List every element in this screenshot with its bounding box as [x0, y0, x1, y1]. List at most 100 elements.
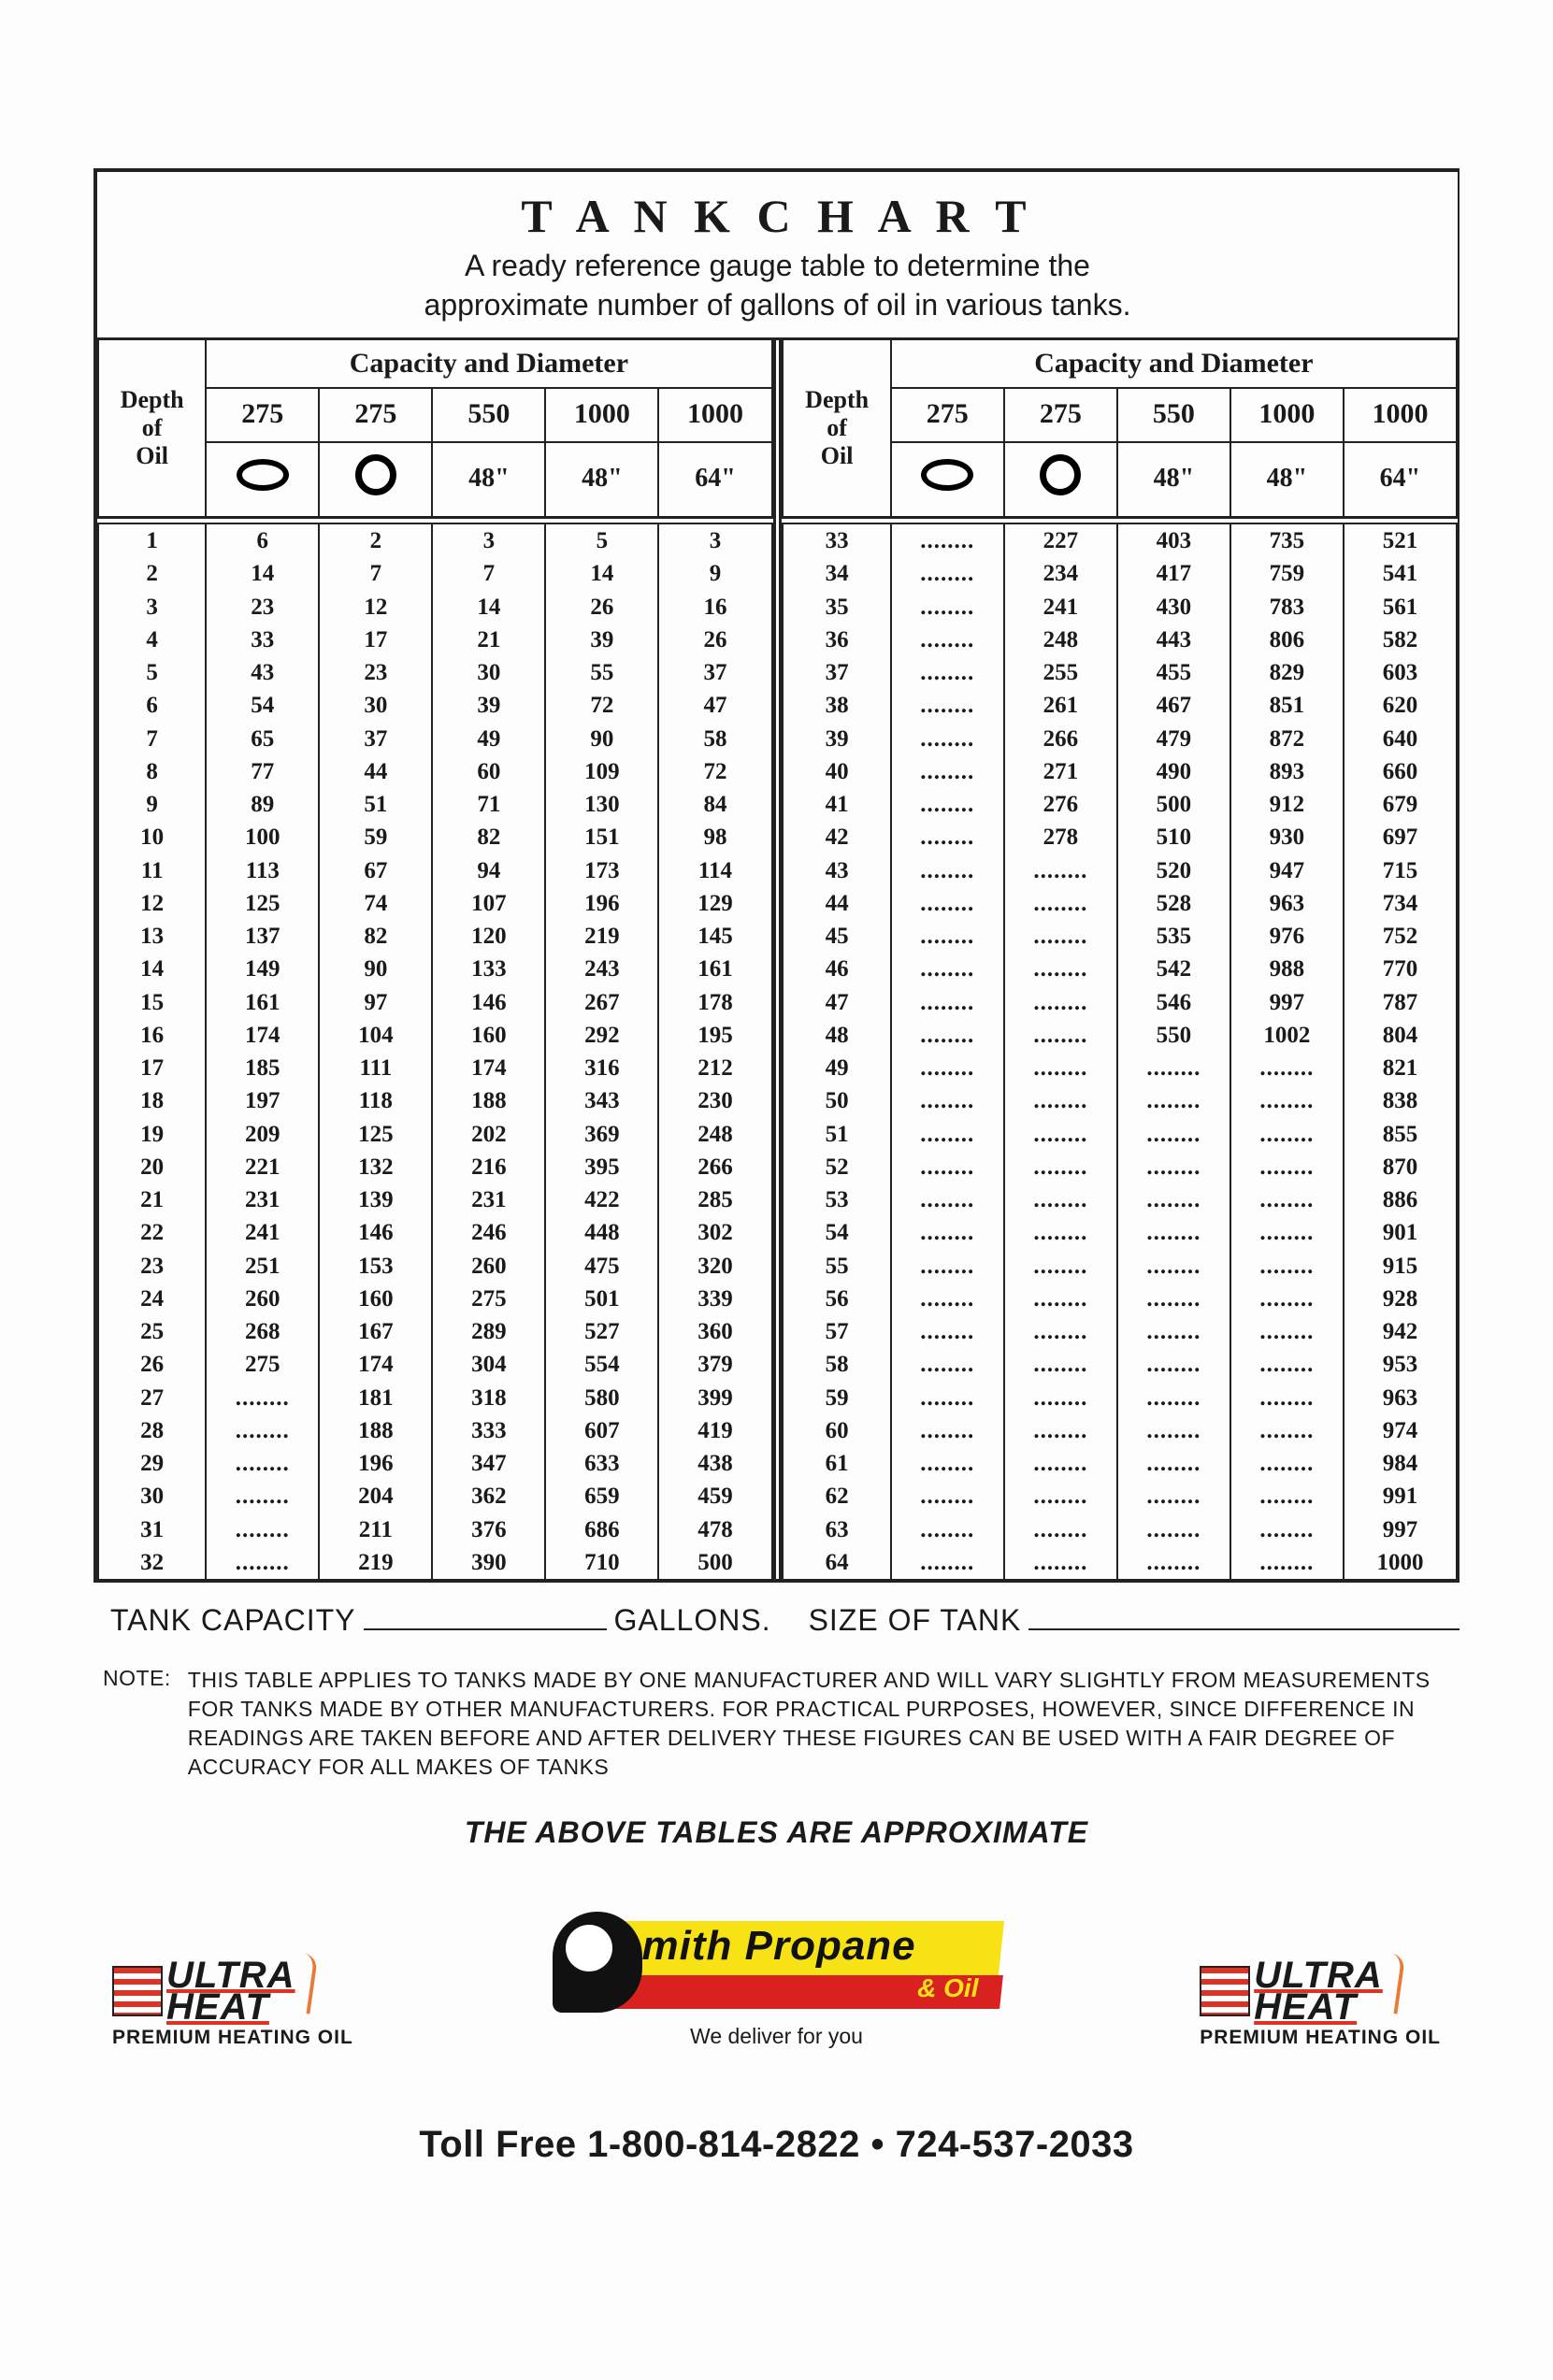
depth-cell: 2 [98, 557, 206, 590]
value-cell: 174 [206, 1019, 319, 1052]
size-blank[interactable] [1028, 1604, 1460, 1630]
depth-cell: 51 [783, 1118, 890, 1151]
ultra-stripes-icon [112, 1966, 163, 2016]
table-row: 41........276500912679 [783, 788, 1457, 821]
value-cell: 759 [1230, 557, 1344, 590]
value-cell: ........ [891, 1118, 1004, 1151]
value-cell: ........ [1004, 1216, 1117, 1249]
table-row: 39........266479872640 [783, 723, 1457, 755]
value-cell: 77 [206, 755, 319, 788]
table-row: 60................................974 [783, 1414, 1457, 1447]
value-cell: 546 [1117, 986, 1230, 1019]
table-row: 28........188333607419 [98, 1414, 772, 1447]
table-row: 50................................838 [783, 1084, 1457, 1117]
value-cell: 39 [432, 689, 545, 722]
horizontal-oval-icon [237, 459, 289, 491]
value-cell: ........ [891, 1084, 1004, 1117]
value-cell: ........ [891, 1414, 1004, 1447]
table-row: 10100598215198 [98, 821, 772, 853]
value-cell: 1000 [1344, 1546, 1457, 1579]
value-cell: 2 [319, 524, 432, 557]
value-cell: ........ [1117, 1447, 1230, 1480]
value-cell: 178 [658, 986, 771, 1019]
depth-cell: 18 [98, 1084, 206, 1117]
value-cell: 89 [206, 788, 319, 821]
value-cell: 3 [658, 524, 771, 557]
depth-cell: 13 [98, 920, 206, 953]
value-cell: ........ [1117, 1382, 1230, 1414]
depth-cell: 35 [783, 591, 890, 624]
depth-cell: 43 [783, 854, 890, 887]
value-cell: 369 [545, 1118, 658, 1151]
value-cell: ........ [1230, 1315, 1344, 1348]
value-cell: 129 [658, 887, 771, 920]
value-cell: 561 [1344, 591, 1457, 624]
value-cell: ........ [1230, 1151, 1344, 1183]
value-cell: 197 [206, 1084, 319, 1117]
vertical-oval-icon [355, 454, 396, 495]
depth-header-r: DepthofOil [783, 340, 890, 518]
value-cell: 54 [206, 689, 319, 722]
value-cell: 231 [432, 1183, 545, 1216]
value-cell: ........ [1117, 1414, 1230, 1447]
value-cell: ........ [891, 953, 1004, 985]
value-cell: 133 [432, 953, 545, 985]
depth-cell: 10 [98, 821, 206, 853]
value-cell: 528 [1117, 887, 1230, 920]
value-cell: 710 [545, 1546, 658, 1579]
value-cell: ........ [1230, 1480, 1344, 1513]
value-cell: 47 [658, 689, 771, 722]
value-cell: 231 [206, 1183, 319, 1216]
value-cell: 320 [658, 1250, 771, 1283]
subtitle: A ready reference gauge table to determi… [116, 247, 1439, 324]
value-cell: 21 [432, 624, 545, 656]
table-row: 31........211376686478 [98, 1513, 772, 1546]
value-cell: 5 [545, 524, 658, 557]
value-cell: 289 [432, 1315, 545, 1348]
value-cell: 339 [658, 1283, 771, 1315]
value-cell: ........ [1004, 1084, 1117, 1117]
value-cell: ........ [1230, 1250, 1344, 1283]
table-row: 76537499058 [98, 723, 772, 755]
depth-cell: 40 [783, 755, 890, 788]
diam-v-oval [319, 442, 432, 518]
table-row: 27........181318580399 [98, 1382, 772, 1414]
value-cell: ........ [206, 1414, 319, 1447]
value-cell: 109 [545, 755, 658, 788]
depth-cell: 54 [783, 1216, 890, 1249]
value-cell: 580 [545, 1382, 658, 1414]
value-cell: 620 [1344, 689, 1457, 722]
value-cell: ........ [891, 788, 1004, 821]
value-cell: ........ [891, 887, 1004, 920]
value-cell: ........ [891, 1019, 1004, 1052]
table-row: 64................................1000 [783, 1546, 1457, 1579]
value-cell: 550 [1117, 1019, 1230, 1052]
table-row: 47................546997787 [783, 986, 1457, 1019]
value-cell: 292 [545, 1019, 658, 1052]
size-label: SIZE OF TANK [809, 1603, 1022, 1638]
value-cell: 419 [658, 1414, 771, 1447]
depth-cell: 41 [783, 788, 890, 821]
table-row: 989517113084 [98, 788, 772, 821]
value-cell: 535 [1117, 920, 1230, 953]
value-cell: 160 [319, 1283, 432, 1315]
value-cell: 234 [1004, 557, 1117, 590]
value-cell: 196 [319, 1447, 432, 1480]
value-cell: ........ [1117, 1348, 1230, 1381]
value-cell: 30 [319, 689, 432, 722]
depth-cell: 15 [98, 986, 206, 1019]
value-cell: 67 [319, 854, 432, 887]
value-cell: ........ [1004, 1183, 1117, 1216]
value-cell: ........ [891, 986, 1004, 1019]
value-cell: 33 [206, 624, 319, 656]
value-cell: 554 [545, 1348, 658, 1381]
table-row: 56................................928 [783, 1283, 1457, 1315]
depth-cell: 61 [783, 1447, 890, 1480]
value-cell: 90 [319, 953, 432, 985]
depth-cell: 7 [98, 723, 206, 755]
value-cell: 455 [1117, 656, 1230, 689]
value-cell: 659 [545, 1480, 658, 1513]
value-cell: 942 [1344, 1315, 1457, 1348]
capacity-blank[interactable] [364, 1604, 607, 1630]
depth-cell: 21 [98, 1183, 206, 1216]
